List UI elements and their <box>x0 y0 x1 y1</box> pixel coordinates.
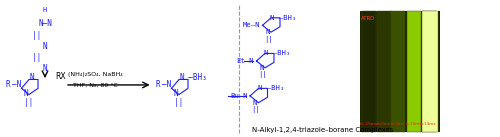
Text: N: N <box>174 89 178 98</box>
Text: H: H <box>43 7 47 13</box>
Text: ||: || <box>24 98 33 107</box>
Text: Et—N: Et—N <box>236 58 254 64</box>
Text: ||: || <box>32 53 42 62</box>
Text: N: N <box>29 73 34 82</box>
Text: t=0ms: t=0ms <box>376 122 390 126</box>
Text: t=10ms: t=10ms <box>406 122 422 126</box>
Text: —BH₃: —BH₃ <box>179 73 207 82</box>
Text: Me—N: Me—N <box>242 22 260 28</box>
Text: ||: || <box>32 31 42 40</box>
Bar <box>360 11 440 132</box>
Bar <box>376 11 390 132</box>
Text: N: N <box>42 42 48 51</box>
Bar <box>391 11 405 132</box>
Text: THF, N₂, 80 °C: THF, N₂, 80 °C <box>72 83 118 88</box>
Text: N —BH₃: N —BH₃ <box>270 15 296 21</box>
Text: N-Alkyl-1,2,4-triazole–borane Complexes: N-Alkyl-1,2,4-triazole–borane Complexes <box>252 127 394 133</box>
Text: RX: RX <box>55 72 66 81</box>
Text: ||: || <box>258 71 267 78</box>
Text: ||: || <box>174 98 183 107</box>
Text: N: N <box>265 29 270 35</box>
Bar <box>407 11 421 132</box>
Text: t=-15ms: t=-15ms <box>360 122 378 126</box>
Text: R: R <box>155 80 160 89</box>
Text: N —BH₃: N —BH₃ <box>258 85 284 91</box>
Bar <box>362 11 376 132</box>
Bar <box>422 11 438 132</box>
Text: N: N <box>252 100 257 106</box>
Text: R: R <box>5 80 10 89</box>
Text: N—N: N—N <box>38 19 52 28</box>
Text: ATRD: ATRD <box>361 16 375 21</box>
Text: ||: || <box>252 106 260 113</box>
Text: t=3ms: t=3ms <box>391 122 405 126</box>
Text: —N: —N <box>12 80 21 89</box>
Text: N: N <box>259 65 264 71</box>
Text: —N: —N <box>162 80 171 89</box>
Text: N —BH₃: N —BH₃ <box>264 50 290 56</box>
Text: (NH₄)₂SO₄, NaBH₄: (NH₄)₂SO₄, NaBH₄ <box>68 72 122 77</box>
Text: Bu—N: Bu—N <box>230 93 248 99</box>
Text: ||: || <box>264 35 273 43</box>
Text: N: N <box>42 64 48 73</box>
Text: t=13ms: t=13ms <box>420 122 437 126</box>
Bar <box>422 11 436 132</box>
Text: N: N <box>179 73 184 82</box>
Text: N: N <box>24 89 28 98</box>
